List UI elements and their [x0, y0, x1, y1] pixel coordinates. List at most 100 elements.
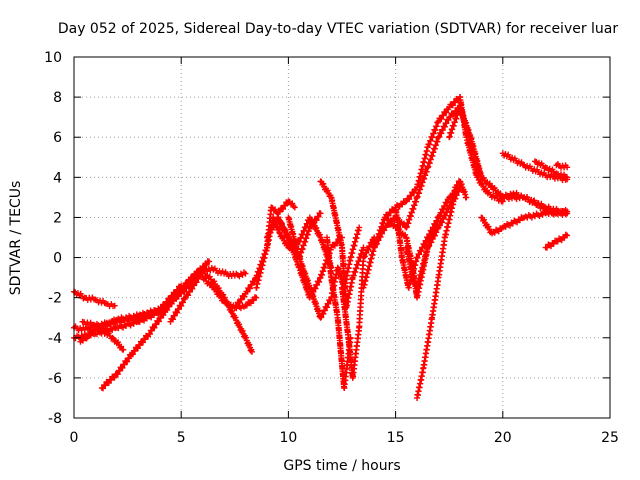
data-point: [232, 314, 239, 321]
data-point: [381, 227, 388, 234]
data-point: [408, 192, 415, 199]
data-point: [272, 206, 279, 213]
data-point: [158, 305, 165, 312]
data-point: [134, 345, 141, 352]
data-series: [478, 206, 571, 237]
y-tick-label: 4: [53, 170, 62, 186]
data-point: [325, 300, 332, 307]
data-point: [360, 244, 367, 251]
data-point: [441, 203, 448, 210]
data-series: [199, 274, 260, 312]
x-tick-label: 5: [177, 430, 186, 446]
data-series: [499, 150, 571, 184]
data-point: [564, 232, 571, 239]
data-series: [77, 282, 185, 345]
data-point: [438, 209, 445, 216]
data-point: [323, 304, 330, 311]
data-point: [120, 346, 127, 353]
data-point: [387, 209, 394, 216]
data-point: [456, 184, 463, 191]
data-point: [564, 164, 571, 171]
data-point: [109, 334, 116, 341]
axis-ticks: 0 5 10 15 20 25 -8 -6 -4 -2 0 2 4 6 8 10: [44, 50, 619, 446]
data-point: [202, 275, 209, 282]
data-point: [211, 278, 218, 285]
plot-marks: [71, 93, 571, 401]
x-tick-label: 15: [387, 430, 405, 446]
data-point: [416, 251, 423, 258]
data-series: [71, 288, 118, 310]
data-point: [282, 202, 289, 209]
data-point: [452, 99, 459, 106]
data-point: [440, 112, 447, 119]
data-series: [414, 184, 463, 401]
y-tick-label: -8: [48, 411, 62, 427]
data-series: [553, 160, 571, 171]
data-point: [564, 208, 571, 215]
data-point: [440, 215, 447, 222]
data-point: [331, 242, 338, 249]
data-point: [186, 288, 193, 295]
data-point: [383, 224, 390, 231]
data-point: [321, 307, 328, 314]
data-point: [170, 297, 177, 304]
data-point: [481, 216, 488, 223]
data-point: [377, 234, 384, 241]
data-point: [118, 343, 125, 350]
data-point: [111, 374, 118, 381]
data-point: [178, 302, 185, 309]
data-point: [313, 224, 320, 231]
data-point: [356, 224, 363, 231]
data-point: [371, 243, 378, 250]
data-point: [564, 174, 571, 181]
data-series: [542, 231, 571, 251]
data-point: [191, 282, 198, 289]
data-point: [131, 348, 138, 355]
data-point: [414, 254, 421, 261]
data-point: [186, 277, 193, 284]
data-point: [151, 324, 158, 331]
data-point: [217, 291, 224, 298]
data-point: [324, 187, 331, 194]
data-point: [248, 348, 255, 355]
x-tick-label: 20: [494, 430, 512, 446]
data-point: [209, 283, 216, 290]
data-point: [316, 231, 323, 238]
data-point: [282, 227, 289, 234]
data-series: [531, 158, 571, 181]
data-point: [443, 109, 450, 116]
data-point: [142, 336, 149, 343]
data-point: [116, 367, 123, 374]
data-point: [206, 258, 213, 265]
data-series: [339, 234, 378, 381]
data-point: [241, 293, 248, 300]
data-point: [184, 281, 191, 288]
data-point: [148, 327, 155, 334]
data-point: [168, 300, 175, 307]
data-point: [126, 355, 133, 362]
data-point: [236, 321, 243, 328]
data-point: [193, 279, 200, 286]
data-series: [360, 93, 506, 291]
data-point: [445, 117, 452, 124]
data-point: [164, 307, 171, 314]
x-tick-label: 25: [601, 430, 619, 446]
data-point: [89, 330, 96, 337]
data-point: [270, 223, 277, 230]
data-point: [185, 292, 192, 299]
data-point: [169, 316, 176, 323]
data-point: [153, 321, 160, 328]
data-point: [280, 206, 287, 213]
data-point: [206, 273, 213, 280]
data-point: [136, 342, 143, 349]
data-point: [438, 130, 445, 137]
data-series: [403, 184, 463, 291]
data-point: [480, 174, 487, 181]
data-point: [366, 243, 373, 250]
data-point: [316, 278, 323, 285]
data-point: [440, 206, 447, 213]
x-axis-label: GPS time / hours: [283, 458, 400, 474]
data-point: [238, 296, 245, 303]
data-point: [248, 282, 255, 289]
data-point: [290, 203, 297, 210]
